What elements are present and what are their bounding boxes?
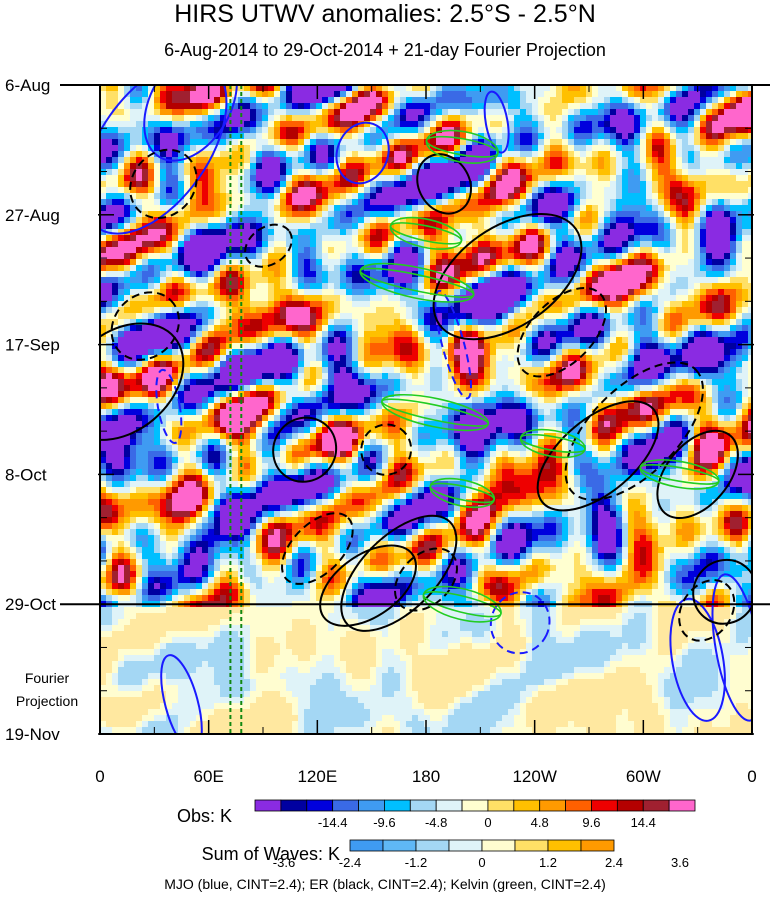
x-tick-label: 60E: [194, 767, 224, 786]
mjo-contour: [711, 573, 752, 722]
colorbar-tick-label: -4.8: [425, 815, 447, 830]
colorbar-tick-label: 4.8: [531, 815, 549, 830]
kelvin-contour: [429, 477, 496, 509]
mjo-contour: [669, 597, 726, 722]
colorbar-tick-label: 2.4: [605, 855, 623, 870]
y-tick-label: 29-Oct: [5, 595, 56, 614]
mjo-contour: [489, 591, 551, 655]
wave-contours: [100, 85, 752, 734]
mjo-contour: [155, 368, 183, 444]
colorbar-tick-label: -9.6: [373, 815, 395, 830]
y-tick-label: 17-Sep: [5, 336, 60, 355]
colorbar-swatch: [580, 839, 615, 852]
x-tick-label: 120E: [297, 767, 337, 786]
er-contour: [516, 287, 608, 378]
colorbar-swatch: [487, 799, 515, 812]
kelvin-contour: [425, 129, 499, 164]
colorbar-swatch: [668, 799, 696, 812]
contour-legend-note: MJO (blue, CINT=2.4); ER (black, CINT=2.…: [164, 876, 606, 892]
colorbar-tick-label: -3.6: [273, 855, 295, 870]
er-contour: [244, 223, 293, 268]
mjo-contour: [160, 654, 203, 734]
colorbar-swatch: [565, 799, 592, 812]
er-contour: [129, 148, 198, 220]
colorbar-swatch: [280, 799, 308, 812]
kelvin-contour: [639, 459, 720, 490]
colorbar-tick-label: -2.4: [339, 855, 361, 870]
er-contour: [564, 361, 704, 501]
er-contour: [319, 544, 417, 627]
x-tick-label: 0: [747, 767, 756, 786]
colorbar-swatch: [514, 839, 549, 852]
colorbar-swatch: [384, 799, 411, 812]
er-contour: [360, 423, 413, 476]
er-contour: [432, 212, 583, 341]
kelvin-contour: [422, 585, 502, 623]
colorbar-swatch: [448, 839, 483, 852]
x-tick-label: 0: [95, 767, 104, 786]
x-tick-label: 60W: [626, 767, 661, 786]
er-contour: [416, 153, 472, 215]
colorbar-swatch: [591, 799, 618, 812]
colorbars: Obs: K -14.4 -9.6 -4.8 0 4.8 9.6 14.4 Sum of Wav…: [177, 799, 696, 870]
colorbar-swatch: [332, 799, 359, 812]
kelvin-contour: [389, 216, 463, 250]
chart-title: HIRS UTWV anomalies: 2.5°S - 2.5°N: [174, 0, 596, 28]
er-contour: [678, 579, 736, 642]
colorbar-swatch: [435, 799, 463, 812]
x-tick-label: 120W: [512, 767, 556, 786]
colorbar-tick-label: -14.4: [318, 815, 348, 830]
kelvin-contour: [519, 428, 586, 459]
axes: 6-Aug 27-Aug 17-Sep 8-Oct 29-Oct 19-Nov 0 60E 12…: [5, 76, 757, 786]
colorbar-swatch: [306, 799, 334, 812]
mjo-contour: [335, 121, 390, 185]
mjo-contour: [100, 85, 228, 235]
forecast-region-label: Projection: [16, 693, 78, 709]
colorbar-swatch: [409, 799, 437, 812]
colorbar-swatch: [461, 799, 489, 812]
colorbar-tick-label: 3.6: [671, 855, 689, 870]
x-tick-label: 180: [412, 767, 440, 786]
er-contour: [340, 514, 458, 632]
colorbar-tick-label: 0: [484, 815, 491, 830]
colorbar-label: Obs: K: [177, 806, 232, 826]
y-tick-label: 27-Aug: [5, 206, 60, 225]
colorbar-swatch: [513, 799, 541, 812]
er-contour: [536, 400, 660, 512]
kelvin-contour: [359, 262, 475, 303]
y-tick-label: 8-Oct: [5, 465, 47, 484]
colorbar-swatch: [539, 799, 566, 812]
colorbar-tick-label: 9.6: [582, 815, 600, 830]
colorbar-swatch: [382, 839, 417, 852]
mjo-contour: [483, 90, 510, 154]
er-contour: [280, 512, 354, 585]
y-tick-label: 19-Nov: [5, 725, 60, 744]
colorbar-swatch: [254, 799, 282, 812]
chart-subtitle: 6-Aug-2014 to 29-Oct-2014 + 21-day Fouri…: [164, 40, 606, 60]
er-contour: [272, 416, 338, 483]
colorbar-tick-label: 0: [478, 855, 485, 870]
colorbar-swatch: [349, 839, 384, 852]
kelvin-contour: [381, 393, 490, 432]
y-tick-label: 6-Aug: [5, 76, 50, 95]
colorbar-tick-label: -1.2: [405, 855, 427, 870]
er-contour: [692, 558, 752, 625]
colorbar-tick-label: 14.4: [631, 815, 656, 830]
colorbar-tick-label: 1.2: [539, 855, 557, 870]
mjo-contour: [143, 85, 238, 162]
mjo-contour: [434, 289, 472, 400]
colorbar-swatch: [415, 839, 450, 852]
colorbar-swatch: [616, 799, 644, 812]
colorbar-label: Sum of Waves: K: [202, 844, 340, 864]
colorbar-swatch: [358, 799, 385, 812]
er-contour: [656, 429, 739, 520]
er-contour: [110, 291, 180, 361]
colorbar-swatch: [547, 839, 582, 852]
colorbar-swatch: [642, 799, 670, 812]
forecast-region-label: Fourier: [25, 670, 70, 686]
colorbar-swatch: [481, 839, 516, 852]
